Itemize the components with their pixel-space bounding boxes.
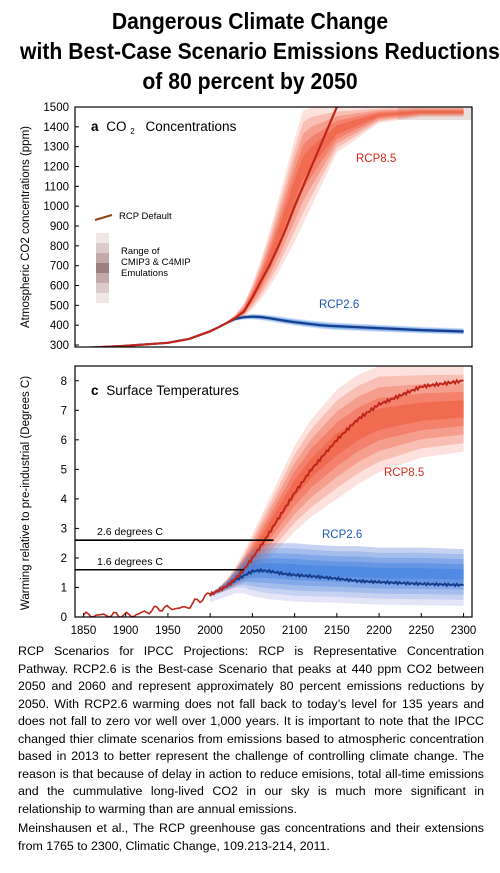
legend-range-line-3: Emulations bbox=[121, 268, 168, 279]
legend-range-swatch bbox=[96, 233, 109, 303]
panel-c-label: c Surface Temperatures bbox=[91, 383, 239, 398]
panel-a-ytick-label: 400 bbox=[50, 320, 69, 332]
panel-a-ytick-label: 1300 bbox=[43, 142, 69, 154]
panel-a-label-sub: 2 bbox=[130, 127, 135, 136]
panel-c-ytick-label: 4 bbox=[61, 494, 68, 506]
reference-line-label-low: 1.6 degrees C bbox=[97, 556, 163, 568]
panel-c-xtick-label: 1950 bbox=[155, 625, 181, 637]
cmip-range-band bbox=[397, 107, 472, 120]
legend-range-line-1: Range of bbox=[121, 246, 160, 257]
caption: RCP Scenarios for IPCC Projections: RCP … bbox=[18, 643, 484, 855]
rcp85-band-4 bbox=[102, 111, 464, 347]
panel-c-xtick-label: 1900 bbox=[113, 625, 139, 637]
historical-line bbox=[82, 592, 213, 617]
co2-concentrations-chart: 300 400 500 600 700 800 900 1000 1100 1200 1300 140… bbox=[20, 102, 473, 352]
panel-a-ylabel: Atmospheric CO2 concentrations (ppm) bbox=[20, 126, 32, 328]
panel-a-rcp85-label: RCP8.5 bbox=[356, 153, 396, 165]
panel-c-ytick-label: 5 bbox=[61, 464, 67, 476]
panel-c-xtick-label: 1850 bbox=[71, 625, 97, 637]
title-line-2: with Best-Case Scenario Emissions Reduct… bbox=[20, 38, 500, 64]
legend-default-swatch bbox=[94, 214, 113, 221]
chart-title: Dangerous Climate Change with Best-Case … bbox=[20, 6, 500, 96]
panel-c-ytick-label: 0 bbox=[61, 612, 67, 624]
panel-c-rcp85-label: RCP8.5 bbox=[384, 467, 424, 479]
legend: RCP Default Range of CMIP3 & C4MIP Emula… bbox=[94, 211, 191, 303]
panel-c-xtick-label: 2050 bbox=[240, 625, 266, 637]
panel-a-ytick-label: 1000 bbox=[43, 201, 69, 213]
rcp85-temp-line bbox=[209, 378, 464, 597]
panel-a-label: a CO 2 Concentrations bbox=[91, 119, 237, 137]
panel-a-ytick-label: 500 bbox=[50, 300, 69, 312]
panel-a-ytick-label: 1200 bbox=[43, 162, 69, 174]
rcp85-temp-band-2 bbox=[210, 383, 464, 596]
panel-c-xtick-label: 2250 bbox=[409, 625, 435, 637]
panel-c-rcp26-label: RCP2.6 bbox=[322, 529, 362, 541]
rcp26-temp-line bbox=[209, 567, 464, 597]
panel-c-label-text: Surface Temperatures bbox=[106, 383, 239, 398]
panel-c-ytick-label: 3 bbox=[61, 523, 67, 535]
panel-c-ytick-label: 1 bbox=[61, 582, 67, 594]
panel-c-letter: c bbox=[91, 383, 99, 398]
title-line-3: of 80 percent by 2050 bbox=[142, 68, 358, 94]
panel-a-ytick-label: 1500 bbox=[43, 102, 69, 114]
caption-paragraph: RCP Scenarios for IPCC Projections: RCP … bbox=[18, 644, 484, 816]
panel-a-ytick-label: 300 bbox=[50, 340, 69, 352]
panel-a-ytick-label: 800 bbox=[50, 241, 69, 253]
panel-a-rcp26-label: RCP2.6 bbox=[319, 299, 359, 311]
legend-range-line-2: CMIP3 & C4MIP bbox=[121, 257, 191, 268]
panel-c-ytick-label: 6 bbox=[61, 435, 67, 447]
panel-a-ytick-label: 1400 bbox=[43, 122, 69, 134]
panel-c-ylabel: Warming relative to pre-industrial (Degr… bbox=[20, 376, 32, 610]
panel-a-ytick-label: 1100 bbox=[44, 181, 69, 193]
title-line-1: Dangerous Climate Change bbox=[111, 8, 389, 34]
panel-c-xtick-label: 2150 bbox=[324, 625, 350, 637]
panel-a-ytick-label: 900 bbox=[50, 221, 69, 233]
rcp85-band-1 bbox=[102, 108, 464, 347]
reference-line-label-high: 2.6 degrees C bbox=[97, 526, 163, 538]
panel-a-ytick-label: 600 bbox=[50, 281, 69, 293]
legend-default-label: RCP Default bbox=[119, 211, 172, 222]
panel-c-ytick-label: 2 bbox=[61, 553, 67, 565]
panel-c-xtick-label: 2000 bbox=[197, 625, 223, 637]
panel-c-ytick-label: 7 bbox=[61, 405, 67, 417]
panel-a-label-co: CO bbox=[106, 119, 126, 134]
panel-c-xtick-label: 2100 bbox=[282, 625, 308, 637]
panel-c-ytick-label: 8 bbox=[61, 376, 67, 388]
panel-a-frame bbox=[74, 106, 473, 348]
panel-c-frame bbox=[74, 365, 473, 618]
panel-a-letter: a bbox=[91, 119, 99, 134]
surface-temperatures-chart: 0 1 2 3 4 5 6 7 8 1850 1900 1950 2000 2050 2100 2150 22… bbox=[20, 365, 477, 637]
panel-a-ytick-label: 700 bbox=[50, 261, 69, 273]
rcp85-line bbox=[83, 107, 338, 347]
panel-c-xtick-label: 2300 bbox=[451, 625, 477, 637]
panel-a-label-rest: Concentrations bbox=[146, 119, 237, 134]
caption-reference: Meinshausen et al., The RCP greenhouse g… bbox=[18, 821, 484, 853]
panel-c-xtick-label: 2200 bbox=[366, 625, 392, 637]
